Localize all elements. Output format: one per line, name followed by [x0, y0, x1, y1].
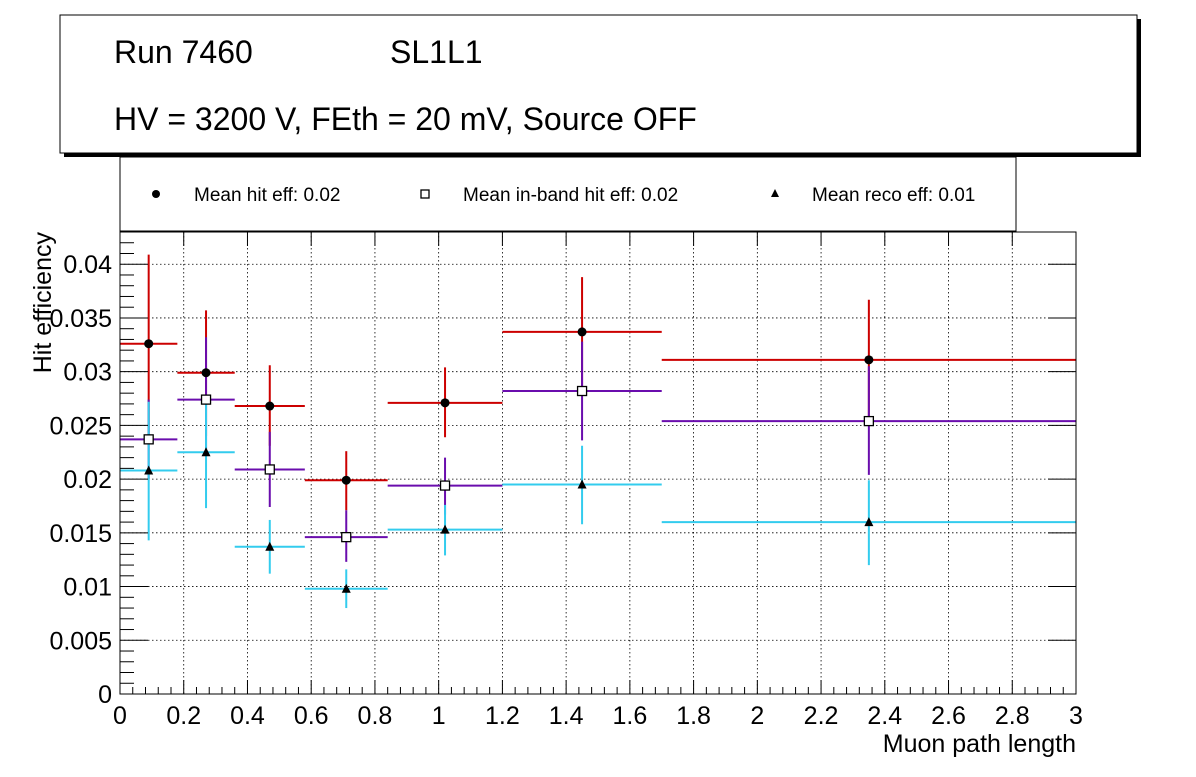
- conditions-label: HV = 3200 V, FEth = 20 mV, Source OFF: [114, 101, 697, 137]
- y-tick-label: 0.04: [63, 251, 112, 279]
- legend-reco-label: Mean reco eff: 0.01: [812, 185, 975, 206]
- y-axis-title: Hit efficiency: [29, 232, 57, 374]
- axes: 0 0.2 0.4 0.6 0.8 1 1.2 1.4 1.6 1.8 2 2.2 2.4 2.6 2.8 3…: [49, 231, 1083, 730]
- data-point: [577, 327, 587, 337]
- data-series: [120, 254, 1076, 609]
- data-point: [264, 464, 275, 475]
- x-tick-label: 0.8: [358, 702, 393, 730]
- marker-group: [144, 327, 874, 485]
- run-label: Run 7460: [114, 34, 253, 70]
- legend-reco-marker: [771, 189, 779, 197]
- legend-box: [119, 156, 1017, 232]
- data-point: [439, 480, 451, 491]
- y-tick-label: 0.005: [49, 627, 112, 655]
- legend-inband-marker: [420, 189, 430, 199]
- x-tick-label: 0.4: [230, 702, 265, 730]
- y-tick-label: 0.03: [63, 359, 112, 387]
- data-point: [143, 434, 154, 445]
- y-tick-label: 0.035: [49, 305, 112, 333]
- x-tick-label: 0.6: [294, 702, 329, 730]
- legend-entry-inband: Mean in-band hit eff: 0.02: [420, 185, 678, 206]
- data-point: [577, 479, 587, 489]
- data-point: [440, 398, 450, 408]
- data-point: [201, 368, 211, 378]
- data-point: [144, 339, 154, 349]
- header-box: [59, 14, 1138, 154]
- data-point: [341, 583, 351, 593]
- legend-entry-reco: Mean reco eff: 0.01: [771, 185, 975, 206]
- data-point: [864, 517, 874, 527]
- x-tick-label: 1.8: [676, 702, 711, 730]
- legend-hit-marker: [152, 190, 160, 198]
- x-tick-label: 1: [432, 702, 446, 730]
- y-tick-label: 0.025: [49, 412, 112, 440]
- plot-frame: [119, 231, 1077, 695]
- marker-group: [144, 447, 874, 593]
- x-tick-label: 1.4: [549, 702, 584, 730]
- data-point: [864, 355, 874, 365]
- data-point: [200, 394, 212, 405]
- data-point: [440, 524, 450, 534]
- y-tick-label: 0.02: [63, 466, 112, 494]
- data-point: [863, 415, 875, 427]
- data-point: [265, 541, 275, 551]
- x-tick-label: 2.6: [931, 702, 966, 730]
- legend-inband-label: Mean in-band hit eff: 0.02: [463, 185, 678, 206]
- data-point: [201, 447, 211, 457]
- x-tick-label: 0: [113, 702, 127, 730]
- x-axis-title: Muon path length: [883, 730, 1076, 758]
- y-tick-label: 0.01: [63, 574, 112, 602]
- x-tick-label: 1.2: [485, 702, 520, 730]
- x-tick-label: 2.8: [995, 702, 1030, 730]
- data-point: [341, 475, 351, 485]
- data-point: [265, 401, 275, 411]
- marker-group: [143, 385, 875, 543]
- x-tick-label: 0.2: [166, 702, 201, 730]
- x-tick-label: 1.6: [612, 702, 647, 730]
- layer-label: SL1L1: [390, 34, 483, 70]
- legend-entry-hit: Mean hit eff: 0.02: [152, 185, 340, 206]
- x-tick-label: 2: [750, 702, 764, 730]
- x-tick-label: 2.4: [867, 702, 902, 730]
- y-tick-label: 0: [98, 681, 112, 709]
- x-tick-label: 3: [1069, 702, 1083, 730]
- y-tick-label: 0.015: [49, 520, 112, 548]
- legend-hit-label: Mean hit eff: 0.02: [194, 185, 340, 206]
- data-point: [576, 385, 588, 397]
- plot-area: [120, 232, 1076, 694]
- data-point: [341, 531, 352, 543]
- data-point: [144, 465, 154, 475]
- grid-lines: [120, 232, 1076, 694]
- x-tick-label: 2.2: [804, 702, 839, 730]
